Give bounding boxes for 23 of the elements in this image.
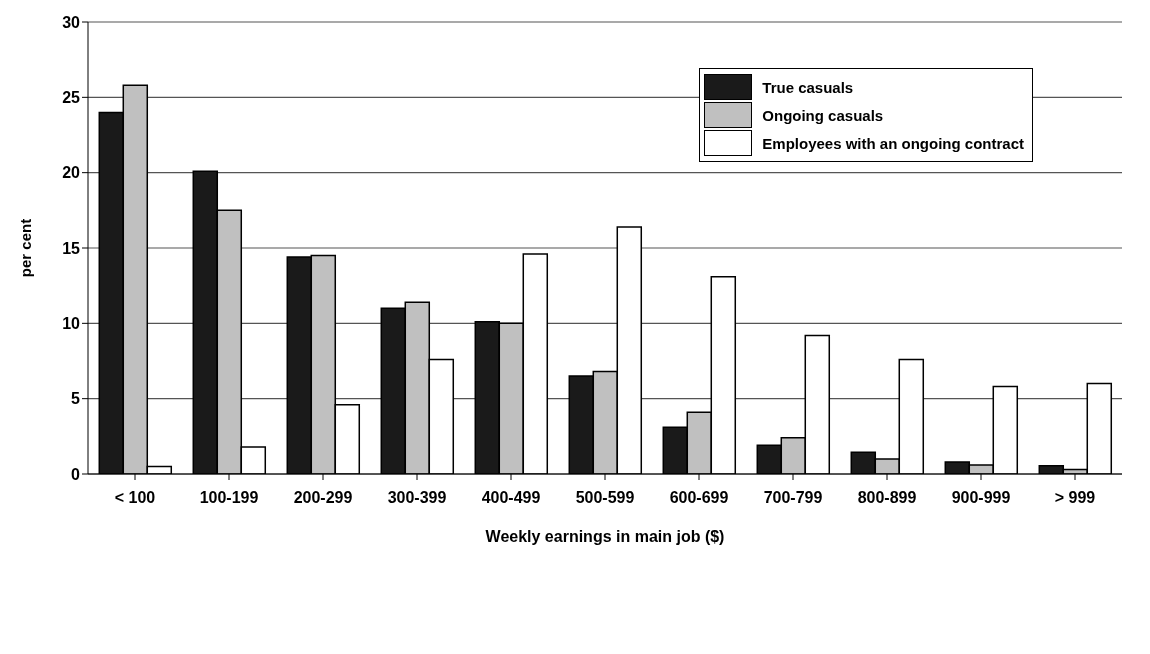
legend-label: Ongoing casuals xyxy=(762,106,884,124)
x-tick-label: 800-899 xyxy=(857,489,917,507)
x-tick-label: 600-699 xyxy=(669,489,729,507)
y-tick-label: 20 xyxy=(62,164,81,182)
x-tick-label: > 999 xyxy=(1054,489,1096,507)
x-axis-title: Weekly earnings in main job ($) xyxy=(485,528,725,545)
legend-label: True casuals xyxy=(762,78,854,96)
x-tick-label: 100-199 xyxy=(199,489,259,507)
x-tick-label: 900-999 xyxy=(951,489,1011,507)
x-tick-label: 700-799 xyxy=(763,489,823,507)
x-tick-label: 400-499 xyxy=(481,489,541,507)
x-tick-label: 200-299 xyxy=(293,489,353,507)
legend-label: Employees with an ongoing contract xyxy=(762,134,1024,152)
y-tick-label: 10 xyxy=(62,315,81,333)
y-tick-label: 30 xyxy=(62,13,81,31)
y-tick-label: 25 xyxy=(62,89,81,107)
y-tick-label: 15 xyxy=(62,239,81,257)
y-tick-label: 0 xyxy=(71,465,81,483)
y-axis-title: per cent xyxy=(17,218,35,278)
x-tick-label: < 100 xyxy=(114,489,156,507)
x-tick-label: 500-599 xyxy=(575,489,635,507)
y-tick-label: 5 xyxy=(71,390,81,408)
x-tick-label: 300-399 xyxy=(387,489,447,507)
